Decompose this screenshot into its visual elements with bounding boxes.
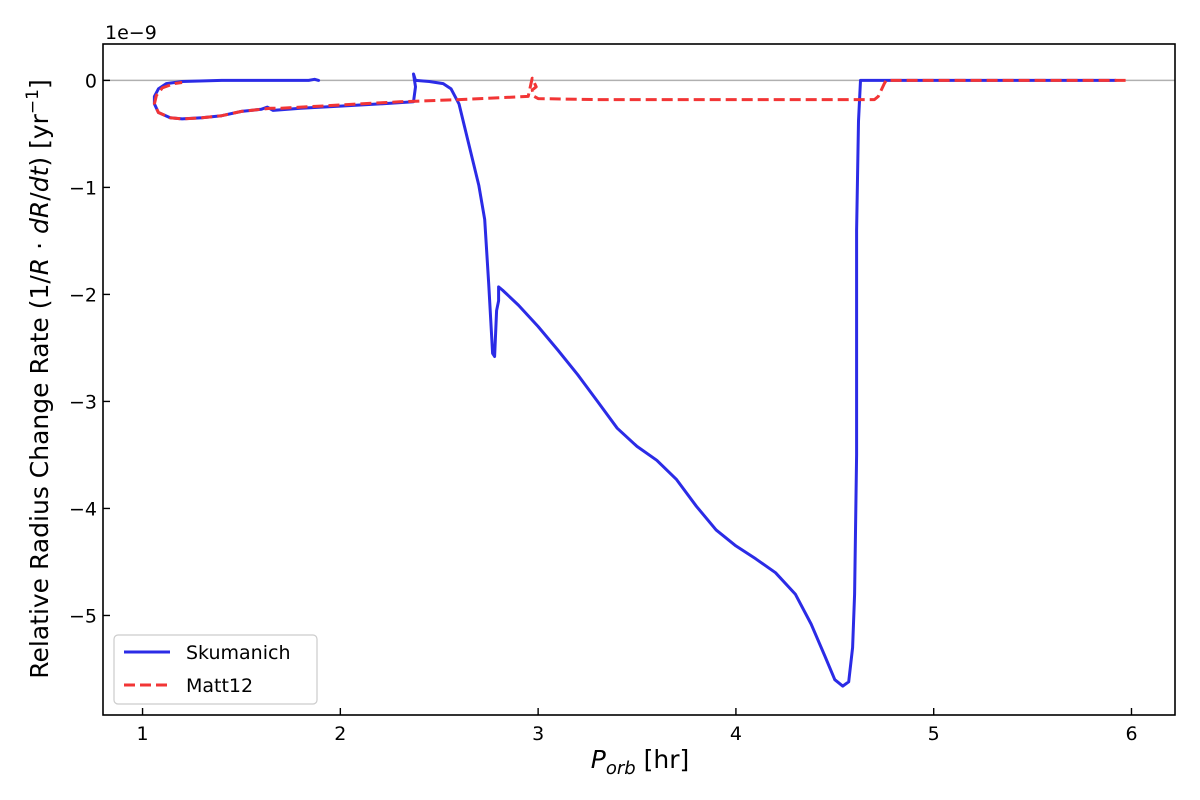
y-tick-label: −5 xyxy=(69,605,97,627)
y-offset-text: 1e−9 xyxy=(105,22,157,44)
y-tick-label: −2 xyxy=(69,284,97,306)
x-tick-label: 2 xyxy=(334,723,346,745)
x-tick-label: 5 xyxy=(928,723,940,745)
x-axis-label: Porb [hr] xyxy=(591,745,690,779)
y-axis-label: Relative Radius Change Rate (1/R · dR/dt… xyxy=(23,79,54,679)
x-tick-label: 6 xyxy=(1125,723,1137,745)
x-tick-label: 3 xyxy=(532,723,544,745)
legend-label-matt12: Matt12 xyxy=(186,675,253,697)
series-layer xyxy=(152,72,1126,688)
y-tick-label: −1 xyxy=(69,177,97,199)
x-tick-label: 4 xyxy=(730,723,742,745)
axes-frame xyxy=(102,43,1176,716)
y-tick-label: 0 xyxy=(85,70,97,92)
legend-label-skumanich: Skumanich xyxy=(186,642,290,664)
y-tick-label: −4 xyxy=(69,498,97,520)
legend: Skumanich Matt12 xyxy=(113,634,318,705)
y-tick-label: −3 xyxy=(69,391,97,413)
series-line-matt12 xyxy=(152,76,1126,121)
x-axis-ticks: 1 2 3 4 5 6 xyxy=(137,708,1138,745)
x-tick-label: 1 xyxy=(137,723,149,745)
plot-area xyxy=(102,43,1176,716)
y-axis-ticks: 0 −1 −2 −3 −4 −5 xyxy=(69,70,110,627)
